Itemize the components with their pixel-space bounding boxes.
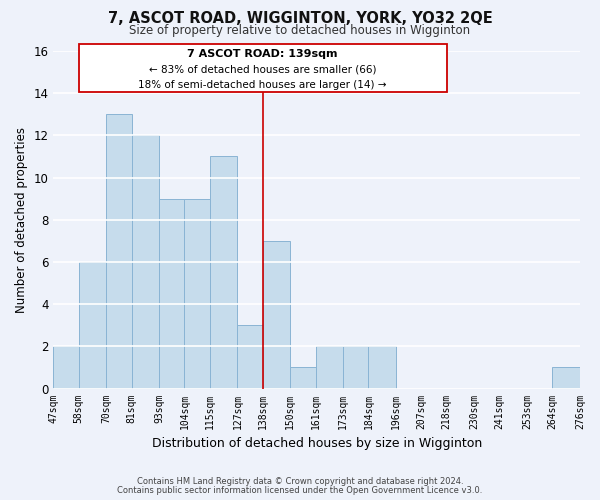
- FancyBboxPatch shape: [79, 44, 446, 92]
- X-axis label: Distribution of detached houses by size in Wigginton: Distribution of detached houses by size …: [152, 437, 482, 450]
- Text: Size of property relative to detached houses in Wigginton: Size of property relative to detached ho…: [130, 24, 470, 37]
- Bar: [368, 346, 396, 389]
- Bar: [79, 262, 106, 388]
- Text: Contains public sector information licensed under the Open Government Licence v3: Contains public sector information licen…: [118, 486, 482, 495]
- Bar: [159, 198, 184, 388]
- Bar: [106, 114, 131, 388]
- Bar: [131, 136, 159, 388]
- Bar: [263, 241, 290, 388]
- Text: ← 83% of detached houses are smaller (66): ← 83% of detached houses are smaller (66…: [149, 64, 376, 74]
- Bar: [238, 325, 263, 388]
- Bar: [290, 368, 316, 388]
- Text: Contains HM Land Registry data © Crown copyright and database right 2024.: Contains HM Land Registry data © Crown c…: [137, 477, 463, 486]
- Bar: [210, 156, 238, 388]
- Bar: [184, 198, 210, 388]
- Text: 7 ASCOT ROAD: 139sqm: 7 ASCOT ROAD: 139sqm: [187, 50, 338, 59]
- Bar: [316, 346, 343, 389]
- Text: 7, ASCOT ROAD, WIGGINTON, YORK, YO32 2QE: 7, ASCOT ROAD, WIGGINTON, YORK, YO32 2QE: [107, 11, 493, 26]
- Bar: [53, 346, 79, 389]
- Bar: [553, 368, 580, 388]
- Y-axis label: Number of detached properties: Number of detached properties: [15, 126, 28, 312]
- Text: 18% of semi-detached houses are larger (14) →: 18% of semi-detached houses are larger (…: [139, 80, 387, 90]
- Bar: [343, 346, 368, 389]
